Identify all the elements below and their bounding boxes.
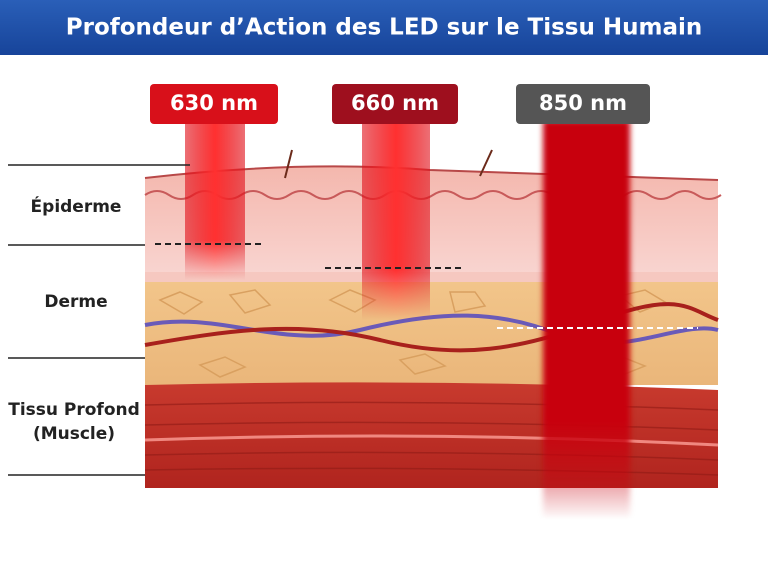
header-bar: [0, 0, 768, 55]
layer-label: Tissu Profond: [8, 400, 140, 420]
layer-label: Derme: [44, 292, 107, 312]
layer-label: (Muscle): [33, 424, 115, 444]
layer-label: Épiderme: [31, 195, 122, 217]
wavelength-label: 850 nm: [539, 91, 627, 115]
light-beam: [543, 120, 630, 520]
wavelength-label: 660 nm: [351, 91, 439, 115]
title: Profondeur d’Action des LED sur le Tissu…: [66, 15, 703, 41]
light-beam: [362, 120, 430, 320]
light-beam: [185, 120, 245, 280]
wavelength-badge: [332, 84, 458, 124]
wavelength-badge: [150, 84, 278, 124]
wavelength-label: 630 nm: [170, 91, 258, 115]
wavelength-badge: [516, 84, 650, 124]
layer-dividers: [8, 164, 190, 476]
